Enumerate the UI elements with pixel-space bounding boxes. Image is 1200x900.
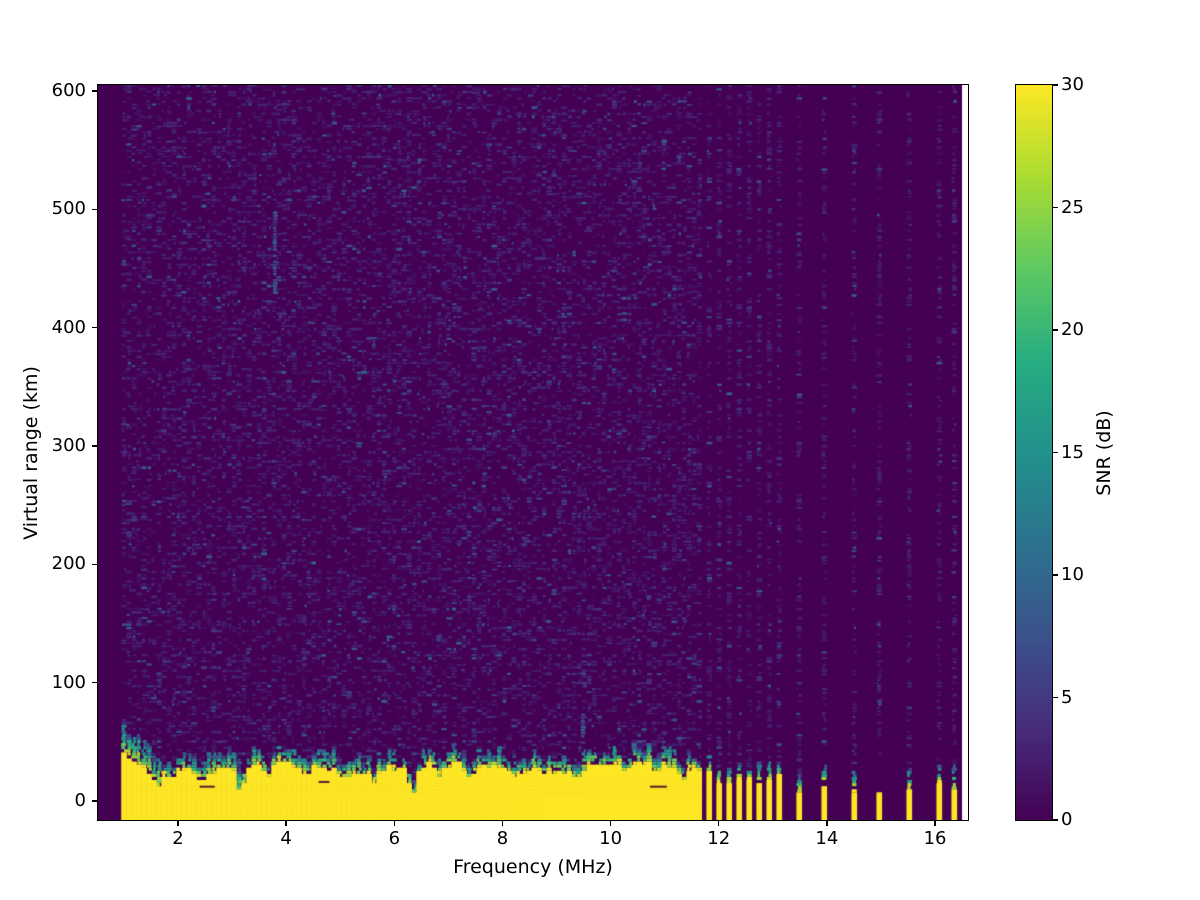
x-tick-mark <box>609 821 612 826</box>
y-tick-mark <box>92 208 97 210</box>
colorbar-gradient <box>1016 85 1052 820</box>
colorbar-tick-mark <box>1053 84 1058 86</box>
colorbar-tick-label: 5 <box>1061 686 1073 708</box>
y-tick-mark <box>92 563 97 566</box>
y-tick-label: 500 <box>51 198 86 220</box>
colorbar-tick-mark <box>1053 574 1058 576</box>
x-tick-label: 10 <box>599 828 623 849</box>
heatmap-canvas <box>98 85 964 820</box>
y-tick-mark <box>92 445 97 447</box>
y-tick-mark <box>92 90 97 92</box>
colorbar-tick-label: 25 <box>1061 196 1084 218</box>
y-tick-mark <box>92 326 97 329</box>
y-tick-label: 200 <box>51 553 86 575</box>
y-tick-label: 0 <box>74 790 86 812</box>
colorbar-tick-label: 15 <box>1061 441 1084 463</box>
x-tick-label: 6 <box>388 828 401 849</box>
x-tick-mark <box>934 821 936 826</box>
colorbar-tick-label: 10 <box>1061 564 1084 585</box>
colorbar-tick-mark <box>1053 329 1058 331</box>
colorbar-tick-label: 30 <box>1061 74 1084 95</box>
x-tick-mark <box>718 821 720 826</box>
colorbar-tick-mark <box>1053 696 1058 699</box>
x-tick-mark <box>177 821 179 826</box>
x-tick-label: 14 <box>815 828 839 849</box>
y-tick-label: 100 <box>51 671 86 693</box>
x-tick-mark <box>501 821 504 826</box>
x-tick-label: 4 <box>280 828 292 849</box>
colorbar <box>1015 84 1053 821</box>
x-tick-label: 16 <box>923 828 947 849</box>
y-tick-mark <box>92 682 97 684</box>
y-tick-label: 600 <box>51 79 86 101</box>
colorbar-tick-label: 0 <box>1061 809 1073 830</box>
x-tick-mark <box>393 821 395 826</box>
y-tick-mark <box>92 800 97 802</box>
y-tick-label: 300 <box>51 434 86 456</box>
x-tick-label: 8 <box>496 828 509 849</box>
x-tick-label: 2 <box>172 828 184 849</box>
y-tick-label: 400 <box>51 316 86 338</box>
colorbar-tick-label: 20 <box>1061 319 1084 340</box>
x-tick-mark <box>285 821 287 826</box>
colorbar-tick-mark <box>1053 206 1058 209</box>
x-axis-label: Frequency (MHz) <box>453 856 613 878</box>
plot-area <box>97 84 969 821</box>
x-tick-label: 12 <box>707 828 731 849</box>
colorbar-tick-mark <box>1053 819 1058 821</box>
colorbar-tick-mark <box>1053 451 1058 454</box>
x-tick-mark <box>826 821 828 826</box>
